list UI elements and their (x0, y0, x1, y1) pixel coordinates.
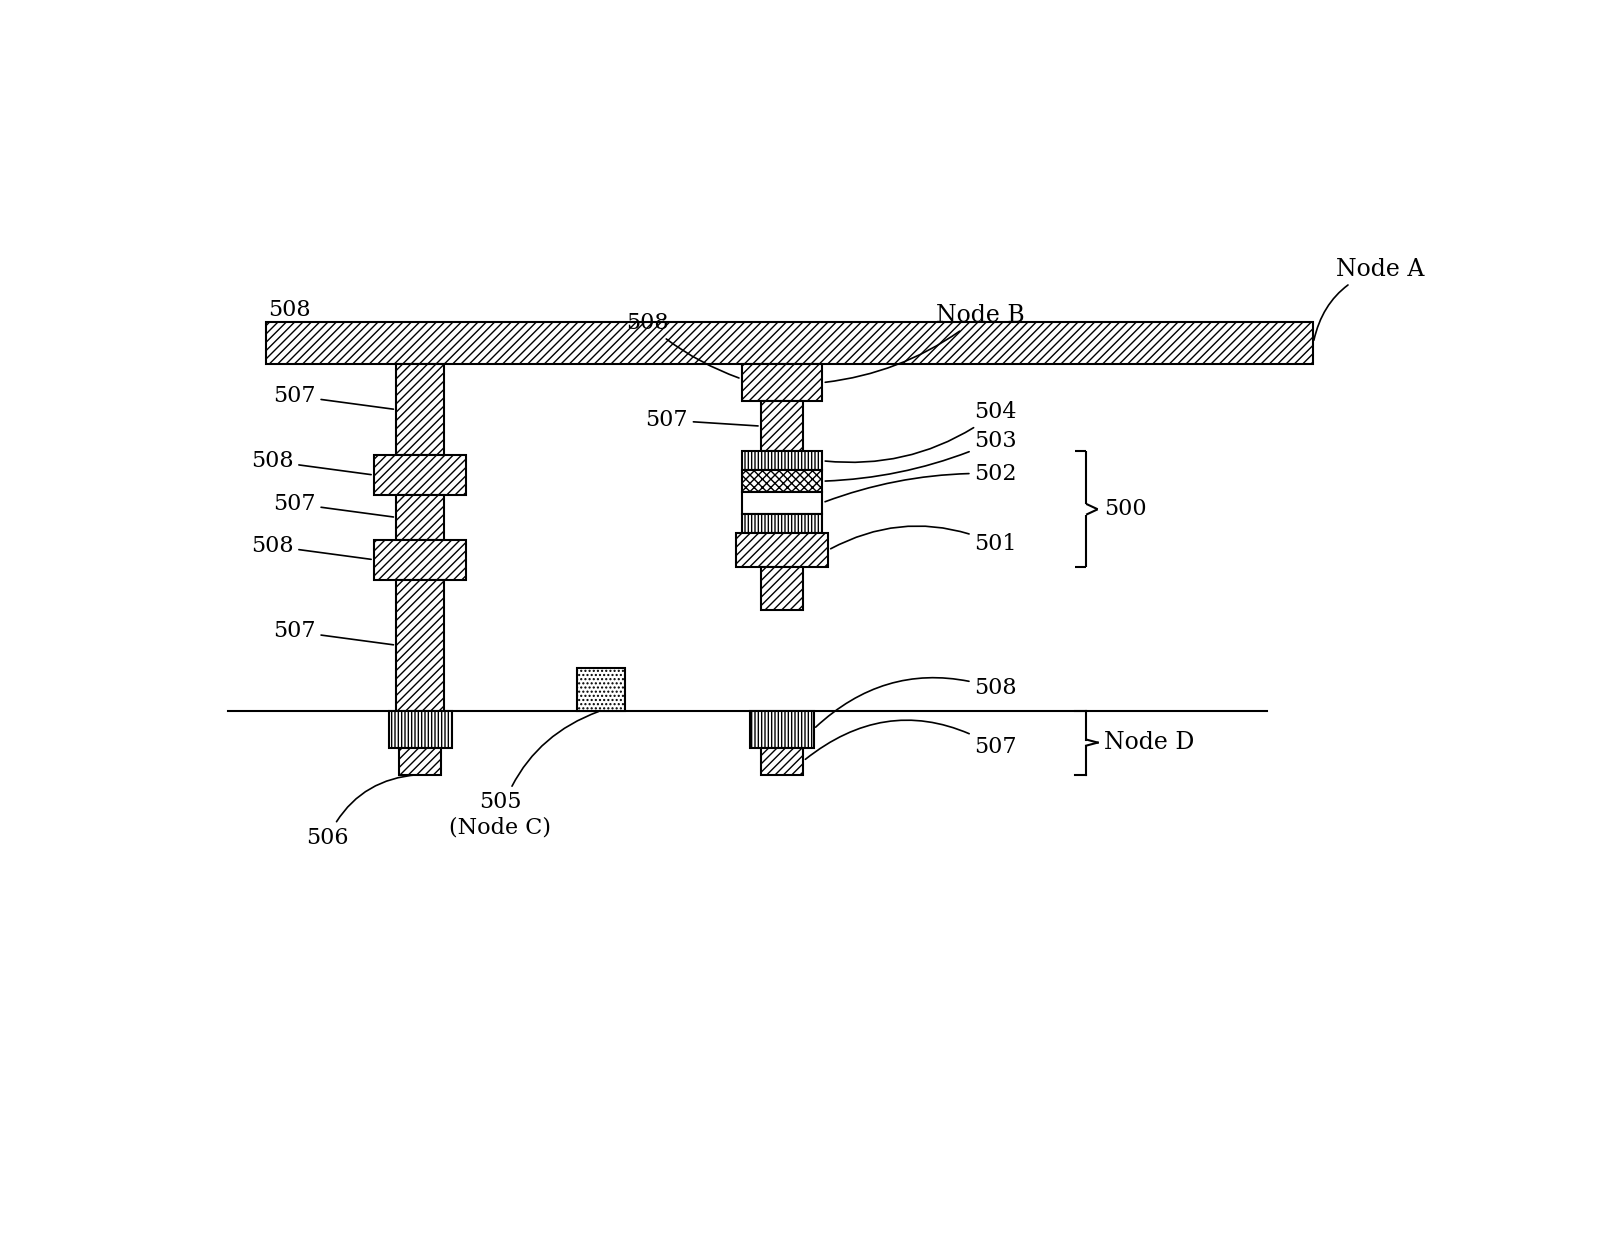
Text: 501: 501 (831, 525, 1017, 556)
Bar (396, 579, 444, 710)
Bar (577, 669, 626, 710)
Bar (388, 710, 452, 748)
Bar (760, 567, 804, 610)
Text: 506: 506 (306, 774, 417, 848)
Bar (760, 748, 804, 774)
Bar (741, 470, 823, 491)
Text: 508: 508 (250, 535, 371, 559)
Text: 507: 507 (805, 720, 1017, 759)
Bar (266, 322, 1314, 365)
Bar (760, 401, 804, 451)
Text: 507: 507 (645, 409, 759, 431)
Text: 507: 507 (273, 385, 393, 410)
Text: 508: 508 (815, 678, 1017, 728)
Text: 503: 503 (824, 430, 1017, 481)
Bar (741, 514, 823, 533)
Bar (741, 491, 823, 514)
Text: Node D: Node D (1104, 732, 1195, 754)
Text: Node A: Node A (1314, 258, 1424, 341)
Text: 505
(Node C): 505 (Node C) (449, 711, 598, 838)
Text: 508: 508 (626, 313, 739, 378)
Text: 500: 500 (1104, 498, 1147, 520)
Text: 504: 504 (824, 401, 1017, 463)
Bar (374, 455, 467, 495)
Text: 507: 507 (273, 493, 393, 517)
Text: 508: 508 (268, 299, 310, 321)
Bar (396, 365, 444, 455)
Bar (374, 539, 467, 579)
Bar (736, 533, 828, 567)
Bar (751, 710, 813, 748)
Text: 508: 508 (250, 450, 371, 475)
Bar (741, 451, 823, 470)
Text: 502: 502 (824, 463, 1017, 502)
Text: Node B: Node B (824, 304, 1025, 382)
Bar (741, 365, 823, 401)
Text: 507: 507 (273, 621, 393, 645)
Bar (396, 495, 444, 539)
Bar (399, 748, 441, 774)
